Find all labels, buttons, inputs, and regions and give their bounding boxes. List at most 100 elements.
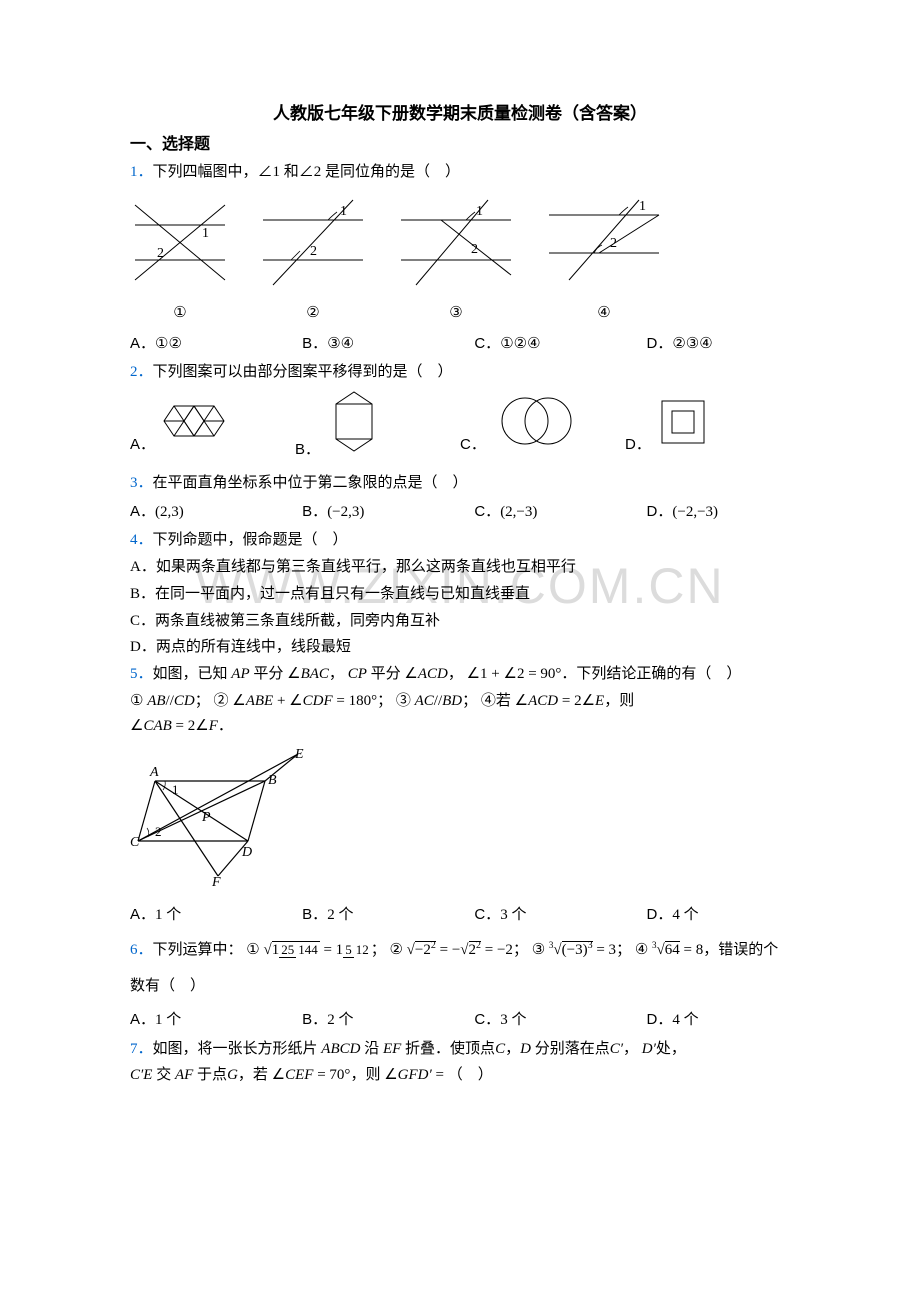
svg-text:B: B (268, 773, 277, 788)
q7-math-5: C′ (610, 1041, 623, 1057)
q2-opt-d-svg (655, 394, 715, 449)
q5-opt-a-label: A． (130, 906, 155, 923)
q1-fig-3: 1 2 ③ (396, 195, 516, 326)
q3-opt-a: (2,3) (155, 504, 184, 520)
q2-opt-b-label: B． (295, 441, 320, 458)
q1-fig2-svg: 1 2 (258, 195, 368, 290)
q4-opt-b: B．在同一平面内，过一点有且只有一条直线与已知直线垂直 (130, 582, 790, 607)
q7-math-11: ∠GFD′ (384, 1067, 432, 1083)
q3-opt-d-label: D． (647, 503, 673, 520)
q3-num: 3． (130, 475, 153, 491)
q5-math-2: ∠BAC (287, 666, 329, 682)
q7-math-7: C′E (130, 1067, 152, 1083)
q6-opt-b-label: B． (302, 1011, 327, 1028)
q1-opt-c: ①②④ (500, 336, 540, 352)
svg-text:2: 2 (157, 246, 164, 261)
q3-opt-b-label: B． (302, 503, 327, 520)
q5-opt-b: 2 个 (327, 907, 353, 923)
q7-text-1: 如图，将一张长方形纸片 (153, 1041, 318, 1057)
q5-diagram: A B C D E F P 1 2 (130, 746, 790, 895)
q6-math-4: ④ 3√64 = 8 (635, 942, 703, 958)
q1-options: A．①② B．③④ C．①②④ D．②③④ (130, 332, 790, 357)
q1-fig4-label: ④ (544, 301, 664, 326)
q5-item-3: ③ AC//BD； (396, 693, 477, 709)
svg-text:2: 2 (310, 244, 317, 259)
svg-text:1: 1 (202, 226, 209, 241)
q5-opt-c-label: C． (474, 906, 500, 923)
svg-text:C: C (130, 835, 140, 850)
q3-text: 在平面直角坐标系中位于第二象限的点是（ ） (153, 475, 468, 491)
q7-math-8: AF (175, 1067, 193, 1083)
q5-options: A．1 个 B．2 个 C．3 个 D．4 个 (130, 903, 790, 928)
q1-num: 1． (130, 164, 153, 180)
q1-opt-d-label: D． (647, 335, 673, 352)
q1-fig-1: 1 2 ① (130, 195, 230, 326)
q1-fig-2: 1 2 ② (258, 195, 368, 326)
q5-num: 5． (130, 666, 153, 682)
q6-math-3: ③ 3√(−3)3 = 3 (532, 942, 616, 958)
q3-options: A．(2,3) B．(−2,3) C．(2,−3) D．(−2,−3) (130, 500, 790, 525)
page-content: 人教版七年级下册数学期末质量检测卷（含答案） 一、选择题 1．下列四幅图中，∠1… (130, 100, 790, 1088)
q6-opt-a: 1 个 (155, 1012, 181, 1028)
q7-num: 7． (130, 1041, 153, 1057)
q1-fig1-label: ① (130, 301, 230, 326)
q4-opt-c: C．两条直线被第三条直线所截，同旁内角互补 (130, 609, 790, 634)
question-2: 2．下列图案可以由部分图案平移得到的是（ ） (130, 360, 790, 385)
q5-opt-b-label: B． (302, 906, 327, 923)
q6-opt-b: 2 个 (327, 1012, 353, 1028)
svg-text:2: 2 (155, 824, 162, 839)
q5-opt-d-label: D． (647, 906, 673, 923)
q1-fig2-label: ② (258, 301, 368, 326)
q7-math-3: C (495, 1041, 505, 1057)
q7-math-9: G (227, 1067, 238, 1083)
q1-fig4-svg: 1 2 (544, 195, 664, 290)
q7-math-2: EF (383, 1041, 401, 1057)
q7-math-6: D′ (642, 1041, 656, 1057)
q1-opt-b-label: B． (302, 335, 327, 352)
q1-opt-c-label: C． (474, 335, 500, 352)
q7-math-1: ABCD (321, 1041, 360, 1057)
q1-opt-a: ①② (155, 336, 182, 352)
svg-text:1: 1 (340, 204, 347, 219)
svg-text:2: 2 (610, 236, 617, 251)
q6-opt-c-label: C． (474, 1011, 500, 1028)
question-7: 7．如图，将一张长方形纸片 ABCD 沿 EF 折叠．使顶点C，D 分别落在点C… (130, 1037, 790, 1062)
svg-text:A: A (149, 765, 159, 780)
svg-text:1: 1 (476, 204, 483, 219)
q5-item-4: ④若 ∠ACD = 2∠E，则 (481, 693, 634, 709)
q4-num: 4． (130, 532, 153, 548)
q5-opt-d: 4 个 (672, 907, 698, 923)
q2-opt-a-label: A． (130, 436, 155, 453)
svg-text:2: 2 (471, 242, 478, 257)
page-title: 人教版七年级下册数学期末质量检测卷（含答案） (130, 100, 790, 128)
question-3: 3．在平面直角坐标系中位于第二象限的点是（ ） (130, 471, 790, 496)
q1-fig3-label: ③ (396, 301, 516, 326)
q1-fig-4: 1 2 ④ (544, 195, 664, 326)
q3-opt-c-label: C． (474, 503, 500, 520)
svg-text:1: 1 (172, 782, 179, 797)
q5-opt-a: 1 个 (155, 907, 181, 923)
q6-math-2: ② √−22 = −√22 = −2 (389, 941, 512, 958)
q2-opt-c-svg (490, 394, 585, 449)
q6-num: 6． (130, 942, 153, 958)
q2-opt-a-svg (159, 394, 229, 449)
q2-opt-b-svg (324, 389, 384, 454)
q1-fig3-svg: 1 2 (396, 195, 516, 290)
q5-math-5: ∠1 + ∠2 = 90° (467, 666, 562, 682)
q6-options: A．1 个 B．2 个 C．3 个 D．4 个 (130, 1008, 790, 1033)
svg-text:E: E (294, 747, 304, 762)
q6-opt-d-label: D． (647, 1011, 673, 1028)
q7-math-10: ∠CEF = 70° (272, 1067, 351, 1083)
q1-opt-d: ②③④ (672, 336, 712, 352)
q5-item-4b: ∠CAB = 2∠F． (130, 714, 790, 739)
question-4: 4．下列命题中，假命题是（ ） (130, 528, 790, 553)
q1-opt-a-label: A． (130, 335, 155, 352)
q2-opt-c-label: C． (460, 436, 486, 453)
q5-math-3: CP (348, 666, 367, 682)
q4-text: 下列命题中，假命题是（ ） (153, 532, 348, 548)
q3-opt-a-label: A． (130, 503, 155, 520)
q5-items: ① AB//CD； ② ∠ABE + ∠CDF = 180°； ③ AC//BD… (130, 689, 790, 714)
svg-text:1: 1 (639, 199, 646, 214)
q4-opt-a: A．如果两条直线都与第三条直线平行，那么这两条直线也互相平行 (130, 555, 790, 580)
q5-item-1: ① AB//CD； (130, 693, 210, 709)
